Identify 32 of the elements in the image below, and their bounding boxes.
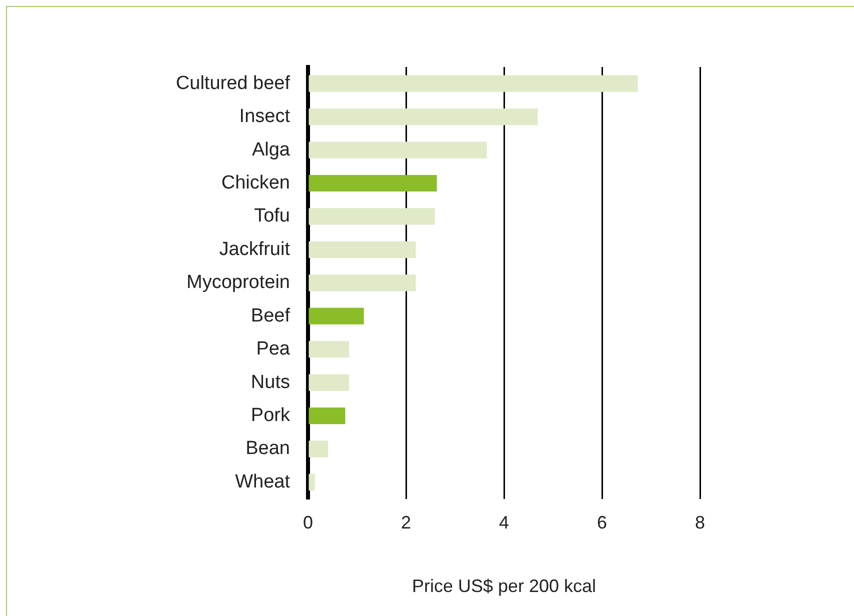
x-tick-label: 4 [498,512,510,533]
bar [308,75,638,92]
y-tick-label: Tofu [254,206,290,227]
bar [308,474,315,490]
y-tick-label: Wheat [235,471,291,492]
bar [308,108,538,126]
x-tick-label: 2 [400,512,412,533]
bar [308,374,350,391]
y-tick-label: Insect [239,106,291,128]
y-tick-label: Beef [250,305,291,326]
y-tick-label: Chicken [221,172,290,194]
bar [308,407,346,424]
y-tick-label: Mycoprotein [186,272,290,294]
x-tick-label: 6 [596,512,608,533]
bar [308,274,416,292]
x-axis-title: Price US$ per 200 kcal [412,576,596,596]
bar [308,308,364,324]
y-tick-label: Cultured beef [176,72,291,94]
bar [308,174,437,192]
bar [308,440,328,458]
bar [308,341,350,358]
y-tick-label: Bean [246,438,290,460]
y-tick-label: Nuts [250,372,290,393]
y-tick-label: Jackfruit [219,238,291,260]
y-tick-label: Pork [250,404,290,426]
x-tick-label: 8 [694,512,706,533]
bar [308,142,487,158]
y-tick-label: Pea [256,338,290,360]
y-tick-label: Alga [252,139,290,160]
bar [308,208,435,225]
bar [308,241,416,258]
x-tick-label: 0 [302,512,314,533]
